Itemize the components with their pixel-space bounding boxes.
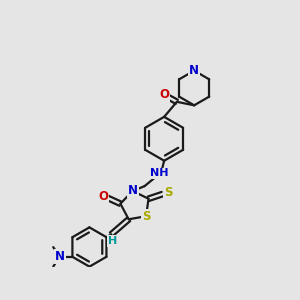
Text: S: S <box>164 187 172 200</box>
Text: N: N <box>128 184 138 197</box>
Text: O: O <box>159 88 169 101</box>
Text: H: H <box>108 236 117 246</box>
Text: O: O <box>98 190 108 203</box>
Text: S: S <box>142 210 150 223</box>
Text: NH: NH <box>150 168 169 178</box>
Text: N: N <box>189 64 199 77</box>
Text: N: N <box>55 250 65 263</box>
